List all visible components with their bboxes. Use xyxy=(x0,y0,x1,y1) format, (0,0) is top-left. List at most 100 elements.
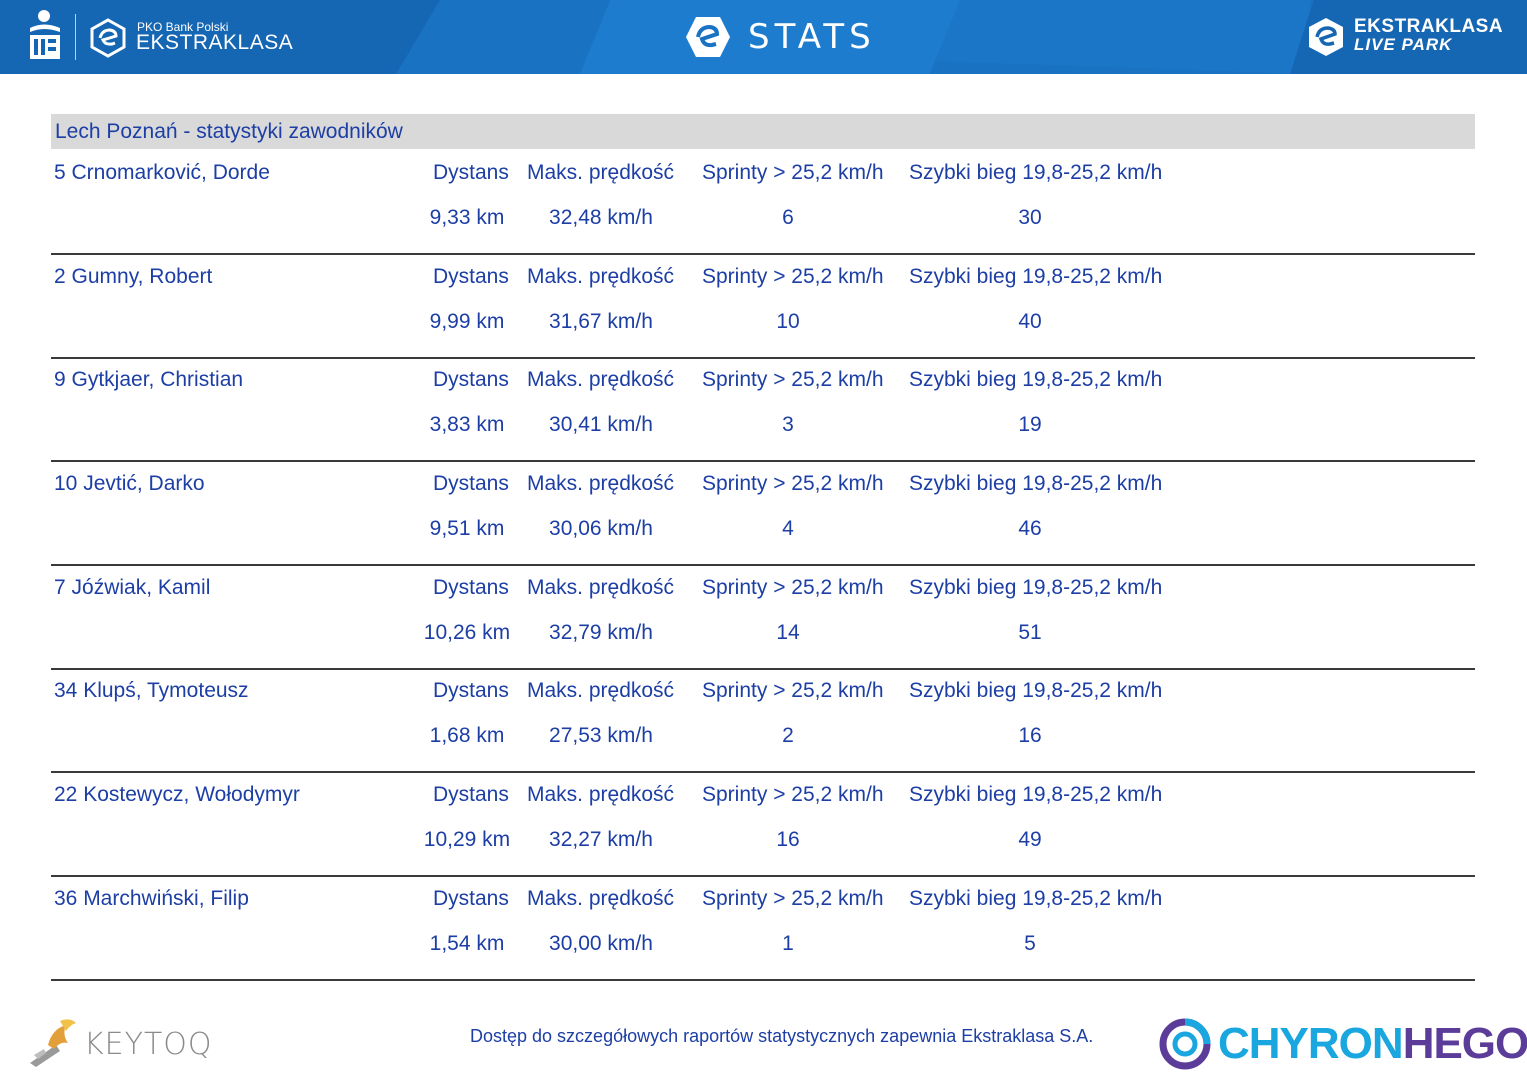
stats-title: STATS xyxy=(748,17,876,57)
max-speed-label: Maks. prędkość xyxy=(527,368,675,391)
sprints-value: 4 xyxy=(782,517,794,540)
distance-value: 3,83 km xyxy=(429,413,505,436)
fast-run-label: Szybki bieg 19,8-25,2 km/h xyxy=(909,887,1163,910)
distance-label: Dystans xyxy=(433,368,509,391)
distance-value: 9,33 km xyxy=(429,206,505,229)
distance-value: 1,54 km xyxy=(429,932,505,955)
table-row: 34 Klupś, Tymoteusz Dystans Maks. prędko… xyxy=(51,668,1475,773)
sprints-value: 1 xyxy=(782,932,794,955)
sprints-value: 14 xyxy=(776,621,800,644)
sprints-label: Sprinty > 25,2 km/h xyxy=(702,368,884,391)
stats-logo-icon xyxy=(686,17,730,57)
distance-label: Dystans xyxy=(433,472,509,495)
sprints-label: Sprinty > 25,2 km/h xyxy=(702,576,884,599)
player-name: 7 Jóźwiak, Kamil xyxy=(54,576,211,599)
table-row: 36 Marchwiński, Filip Dystans Maks. pręd… xyxy=(51,876,1475,981)
table-row: 2 Gumny, Robert Dystans Maks. prędkość S… xyxy=(51,254,1475,359)
fast-run-label: Szybki bieg 19,8-25,2 km/h xyxy=(909,161,1163,184)
max-speed-label: Maks. prędkość xyxy=(527,679,675,702)
max-speed-label: Maks. prędkość xyxy=(527,783,675,806)
distance-value: 10,29 km xyxy=(423,828,511,851)
max-speed-value: 32,48 km/h xyxy=(549,206,653,229)
pko-logo-icon xyxy=(30,10,60,59)
distance-label: Dystans xyxy=(433,679,509,702)
fast-run-value: 51 xyxy=(1018,621,1042,644)
max-speed-label: Maks. prędkość xyxy=(527,887,675,910)
max-speed-value: 30,41 km/h xyxy=(549,413,653,436)
fast-run-label: Szybki bieg 19,8-25,2 km/h xyxy=(909,679,1163,702)
table-row: 10 Jevtić, Darko Dystans Maks. prędkość … xyxy=(51,461,1475,566)
table-row: 5 Crnomarković, Dorde Dystans Maks. pręd… xyxy=(51,150,1475,255)
distance-label: Dystans xyxy=(433,783,509,806)
live-park-title: EKSTRAKLASA xyxy=(1354,16,1504,37)
fast-run-label: Szybki bieg 19,8-25,2 km/h xyxy=(909,783,1163,806)
ekstraklasa-brand-text: EKSTRAKLASA xyxy=(136,31,294,54)
table-row: 9 Gytkjaer, Christian Dystans Maks. pręd… xyxy=(51,357,1475,462)
player-name: 22 Kostewycz, Wołodymyr xyxy=(54,783,300,806)
player-name: 5 Crnomarković, Dorde xyxy=(54,161,270,184)
max-speed-label: Maks. prędkość xyxy=(527,576,675,599)
table-row: 7 Jóźwiak, Kamil Dystans Maks. prędkość … xyxy=(51,565,1475,670)
player-name: 2 Gumny, Robert xyxy=(54,265,213,288)
fast-run-value: 16 xyxy=(1018,724,1042,747)
max-speed-value: 32,79 km/h xyxy=(549,621,653,644)
fast-run-value: 19 xyxy=(1018,413,1042,436)
fast-run-label: Szybki bieg 19,8-25,2 km/h xyxy=(909,265,1163,288)
distance-value: 9,51 km xyxy=(429,517,505,540)
player-name: 9 Gytkjaer, Christian xyxy=(54,368,244,391)
fast-run-value: 40 xyxy=(1018,310,1042,333)
fast-run-value: 30 xyxy=(1018,206,1042,229)
distance-label: Dystans xyxy=(433,887,509,910)
sprints-value: 16 xyxy=(776,828,800,851)
fast-run-label: Szybki bieg 19,8-25,2 km/h xyxy=(909,368,1163,391)
live-park-logo-icon xyxy=(1309,18,1343,56)
distance-value: 10,26 km xyxy=(423,621,511,644)
player-name: 36 Marchwiński, Filip xyxy=(54,887,249,910)
table-row: 22 Kostewycz, Wołodymyr Dystans Maks. pr… xyxy=(51,772,1475,877)
fast-run-value: 5 xyxy=(1024,932,1036,955)
max-speed-value: 31,67 km/h xyxy=(549,310,653,333)
player-name: 10 Jevtić, Darko xyxy=(54,472,205,495)
hego-text-part: HEGO xyxy=(1402,1019,1527,1068)
fast-run-value: 49 xyxy=(1018,828,1042,851)
sprints-value: 6 xyxy=(782,206,794,229)
max-speed-value: 27,53 km/h xyxy=(549,724,653,747)
keytoq-brand-text: KEYTOQ xyxy=(84,1027,213,1062)
header-banner: PKO Bank Polski EKSTRAKLASA STATS EKSTRA… xyxy=(0,0,1527,74)
ekstraklasa-logo-icon xyxy=(90,18,126,58)
chyron-text-part: CHYRON xyxy=(1218,1019,1404,1068)
player-name: 34 Klupś, Tymoteusz xyxy=(54,679,249,702)
max-speed-value: 32,27 km/h xyxy=(549,828,653,851)
max-speed-label: Maks. prędkość xyxy=(527,161,675,184)
header-shade xyxy=(580,0,960,74)
sprints-label: Sprinty > 25,2 km/h xyxy=(702,472,884,495)
chyronhego-logo-icon xyxy=(1159,1018,1211,1070)
footer-note: Dostęp do szczegółowych raportów statyst… xyxy=(470,1026,1094,1046)
distance-label: Dystans xyxy=(433,265,509,288)
sprints-label: Sprinty > 25,2 km/h xyxy=(702,887,884,910)
section-title: Lech Poznań - statystyki zawodników xyxy=(55,120,403,143)
sprints-value: 3 xyxy=(782,413,794,436)
chyronhego-brand-text: CHYRONHEGO xyxy=(1218,1018,1527,1070)
max-speed-value: 30,06 km/h xyxy=(549,517,653,540)
distance-label: Dystans xyxy=(433,161,509,184)
sprints-label: Sprinty > 25,2 km/h xyxy=(702,783,884,806)
distance-label: Dystans xyxy=(433,576,509,599)
header-shade xyxy=(0,0,440,74)
live-park-subtitle: LIVE PARK xyxy=(1354,35,1453,54)
fast-run-value: 46 xyxy=(1018,517,1042,540)
max-speed-label: Maks. prędkość xyxy=(527,265,675,288)
fast-run-label: Szybki bieg 19,8-25,2 km/h xyxy=(909,472,1163,495)
sprints-label: Sprinty > 25,2 km/h xyxy=(702,265,884,288)
sprints-label: Sprinty > 25,2 km/h xyxy=(702,161,884,184)
sprints-label: Sprinty > 25,2 km/h xyxy=(702,679,884,702)
header-divider xyxy=(75,14,76,60)
pko-brand-text: PKO Bank Polski xyxy=(137,20,229,34)
max-speed-label: Maks. prędkość xyxy=(527,472,675,495)
fast-run-label: Szybki bieg 19,8-25,2 km/h xyxy=(909,576,1163,599)
distance-value: 9,99 km xyxy=(429,310,505,333)
keytoq-logo-icon xyxy=(30,1019,76,1067)
max-speed-value: 30,00 km/h xyxy=(549,932,653,955)
sprints-value: 10 xyxy=(776,310,800,333)
